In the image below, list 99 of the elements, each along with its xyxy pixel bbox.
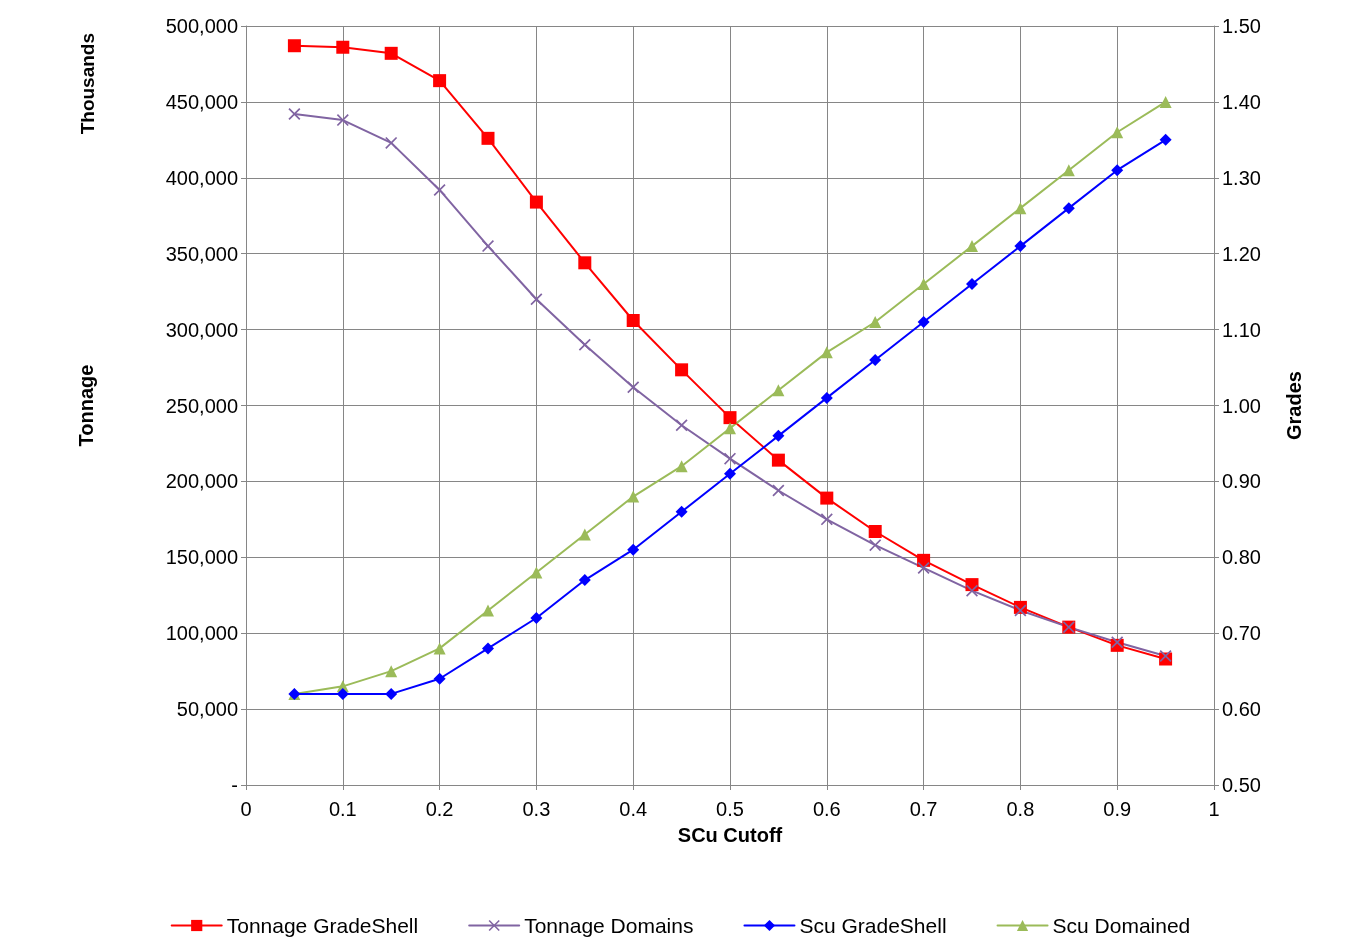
- point: [1111, 164, 1124, 177]
- x-tick-label: 0.2: [425, 798, 454, 820]
- y2-tick-label: 0.50: [1222, 774, 1261, 796]
- point: [626, 313, 640, 327]
- y2-tick-label: 0.90: [1222, 470, 1261, 493]
- legend-label: Tonnage GradeShell: [226, 914, 419, 937]
- point: [675, 460, 688, 473]
- y2-tick-label: 1.40: [1222, 90, 1261, 113]
- point: [820, 346, 833, 359]
- point: [385, 665, 398, 678]
- y2-tick-label: 1.00: [1222, 394, 1261, 417]
- y-tick-label: 500,000: [165, 15, 238, 37]
- point: [530, 566, 543, 579]
- y2-tick-label: 0.80: [1222, 546, 1261, 569]
- point: [1111, 126, 1124, 139]
- point: [287, 39, 301, 53]
- x-tick-label: 1: [1208, 798, 1220, 820]
- point: [1159, 95, 1172, 108]
- point: [433, 642, 446, 655]
- legend-label: Tonnage Domains: [524, 914, 694, 937]
- y-tick-label: 350,000: [165, 242, 238, 265]
- point: [723, 411, 737, 425]
- x-axis-title: SCu Cutoff: [677, 824, 783, 846]
- y2-tick-label: 0.60: [1222, 698, 1261, 721]
- y-tick-label: -: [231, 774, 238, 796]
- y-tick-label: 100,000: [165, 622, 238, 645]
- point: [336, 40, 350, 54]
- x-tick-label: 0.7: [909, 798, 938, 820]
- point: [966, 278, 978, 291]
- point: [530, 612, 543, 625]
- text: Thousands: [77, 32, 98, 135]
- y-tick-label: 300,000: [165, 318, 238, 341]
- point: [820, 391, 833, 404]
- point: [917, 278, 930, 291]
- point: [578, 528, 591, 541]
- point: [869, 316, 882, 329]
- y2-tick-label: 1.30: [1222, 166, 1261, 189]
- x-tick-label: 0.6: [812, 798, 841, 820]
- point: [771, 453, 785, 467]
- point: [772, 429, 785, 442]
- point: [772, 484, 785, 497]
- point: [482, 642, 494, 655]
- point: [724, 467, 736, 480]
- point: [675, 419, 688, 432]
- x-tick-label: 0: [240, 798, 252, 820]
- x-tick-label: 0.4: [619, 798, 648, 820]
- point: [724, 422, 736, 435]
- x-tick-label: 0.8: [1006, 798, 1035, 820]
- point: [530, 293, 543, 306]
- point: [917, 316, 930, 329]
- point: [675, 505, 688, 518]
- y2-tick-label: 1.10: [1222, 318, 1261, 341]
- point: [820, 491, 834, 505]
- x-tick-label: 0.5: [716, 798, 744, 820]
- point: [385, 136, 398, 149]
- point: [336, 114, 349, 127]
- point: [433, 74, 447, 88]
- point: [482, 240, 494, 253]
- x-tick-label: 0.3: [522, 798, 551, 820]
- point: [1062, 202, 1075, 215]
- x-tick-label: 0.1: [328, 798, 357, 820]
- point: [820, 513, 833, 526]
- point: [1062, 164, 1075, 177]
- y2-tick-label: 0.70: [1222, 622, 1261, 645]
- point: [869, 353, 882, 366]
- point: [1014, 202, 1027, 215]
- point: [1159, 133, 1172, 146]
- y2-axis-title: Grades: [1283, 371, 1305, 440]
- y-tick-label: 200,000: [165, 470, 238, 493]
- point: [578, 256, 592, 270]
- y-tick-label: 50,000: [176, 698, 238, 721]
- point: [578, 338, 591, 351]
- point: [627, 490, 640, 503]
- y-tick-label: 150,000: [165, 546, 238, 569]
- x-tick-label: 0.9: [1103, 798, 1132, 820]
- point: [481, 131, 495, 145]
- legend-label: Scu GradeShell: [799, 914, 947, 937]
- point: [482, 604, 494, 617]
- y-tick-label: 400,000: [165, 166, 238, 189]
- y2-tick-label: 1.20: [1222, 242, 1261, 265]
- y2-tick-label: 1.50: [1222, 15, 1261, 37]
- point: [869, 539, 882, 552]
- point: [1014, 240, 1027, 253]
- y-tick-label: 250,000: [165, 394, 238, 417]
- point: [578, 574, 591, 587]
- point: [627, 381, 640, 394]
- point: [384, 46, 398, 60]
- point: [385, 687, 398, 700]
- point: [772, 384, 785, 397]
- point: [1014, 604, 1027, 617]
- point: [627, 543, 640, 556]
- point: [675, 363, 689, 377]
- legend-label: Scu Domained: [1052, 914, 1191, 937]
- point: [433, 672, 446, 685]
- point: [529, 195, 543, 209]
- point: [868, 524, 882, 538]
- point: [966, 240, 978, 253]
- y-axis-title: Tonnage: [75, 364, 97, 447]
- y-tick-label: 450,000: [165, 90, 238, 113]
